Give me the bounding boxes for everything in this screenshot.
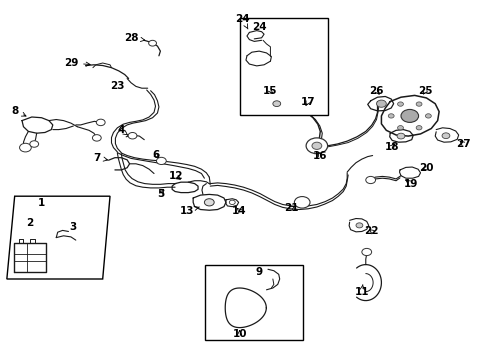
Text: 1: 1 bbox=[38, 198, 45, 208]
Circle shape bbox=[397, 126, 403, 130]
Circle shape bbox=[387, 114, 393, 118]
Circle shape bbox=[397, 102, 403, 106]
Polygon shape bbox=[7, 196, 110, 279]
Text: 10: 10 bbox=[232, 329, 246, 339]
Circle shape bbox=[355, 223, 362, 228]
Text: 14: 14 bbox=[232, 206, 246, 216]
Circle shape bbox=[30, 141, 39, 147]
Circle shape bbox=[441, 133, 449, 139]
Text: 3: 3 bbox=[70, 222, 77, 232]
Circle shape bbox=[156, 157, 166, 165]
Text: 16: 16 bbox=[312, 150, 327, 161]
Circle shape bbox=[229, 200, 235, 204]
Circle shape bbox=[415, 102, 421, 106]
Text: 24: 24 bbox=[251, 22, 266, 32]
Text: 23: 23 bbox=[110, 81, 124, 91]
Text: 11: 11 bbox=[354, 284, 368, 297]
Circle shape bbox=[272, 101, 280, 107]
Text: 6: 6 bbox=[152, 150, 159, 160]
Bar bbox=[205, 265, 303, 340]
Text: 26: 26 bbox=[368, 86, 383, 96]
Text: 17: 17 bbox=[300, 96, 315, 107]
Circle shape bbox=[20, 143, 31, 152]
Text: 7: 7 bbox=[93, 153, 107, 163]
Bar bbox=[239, 18, 327, 115]
Text: 15: 15 bbox=[263, 86, 277, 96]
Circle shape bbox=[294, 197, 309, 208]
Text: 2: 2 bbox=[26, 218, 33, 228]
Text: 25: 25 bbox=[417, 86, 432, 96]
Text: 9: 9 bbox=[255, 267, 262, 277]
Circle shape bbox=[396, 133, 404, 139]
Text: 21: 21 bbox=[284, 203, 298, 213]
Circle shape bbox=[311, 142, 321, 149]
Circle shape bbox=[376, 100, 386, 107]
Circle shape bbox=[305, 138, 327, 154]
Circle shape bbox=[400, 109, 418, 122]
Text: 24: 24 bbox=[235, 14, 249, 29]
Text: 29: 29 bbox=[63, 58, 90, 68]
Text: 18: 18 bbox=[384, 142, 399, 152]
Circle shape bbox=[148, 40, 156, 46]
Text: 4: 4 bbox=[117, 125, 127, 135]
Text: 28: 28 bbox=[123, 33, 144, 43]
Text: 20: 20 bbox=[418, 163, 433, 173]
Circle shape bbox=[204, 199, 214, 206]
Circle shape bbox=[128, 132, 137, 139]
Text: 13: 13 bbox=[179, 206, 199, 216]
Text: 19: 19 bbox=[403, 179, 417, 189]
Circle shape bbox=[425, 114, 430, 118]
Circle shape bbox=[92, 135, 101, 141]
Circle shape bbox=[415, 126, 421, 130]
Text: 5: 5 bbox=[157, 189, 163, 199]
Circle shape bbox=[361, 248, 371, 256]
Circle shape bbox=[365, 176, 375, 184]
Circle shape bbox=[96, 119, 105, 126]
Text: 22: 22 bbox=[364, 226, 378, 236]
Text: 27: 27 bbox=[455, 139, 470, 149]
Text: 8: 8 bbox=[11, 105, 26, 116]
Text: 12: 12 bbox=[168, 171, 183, 181]
